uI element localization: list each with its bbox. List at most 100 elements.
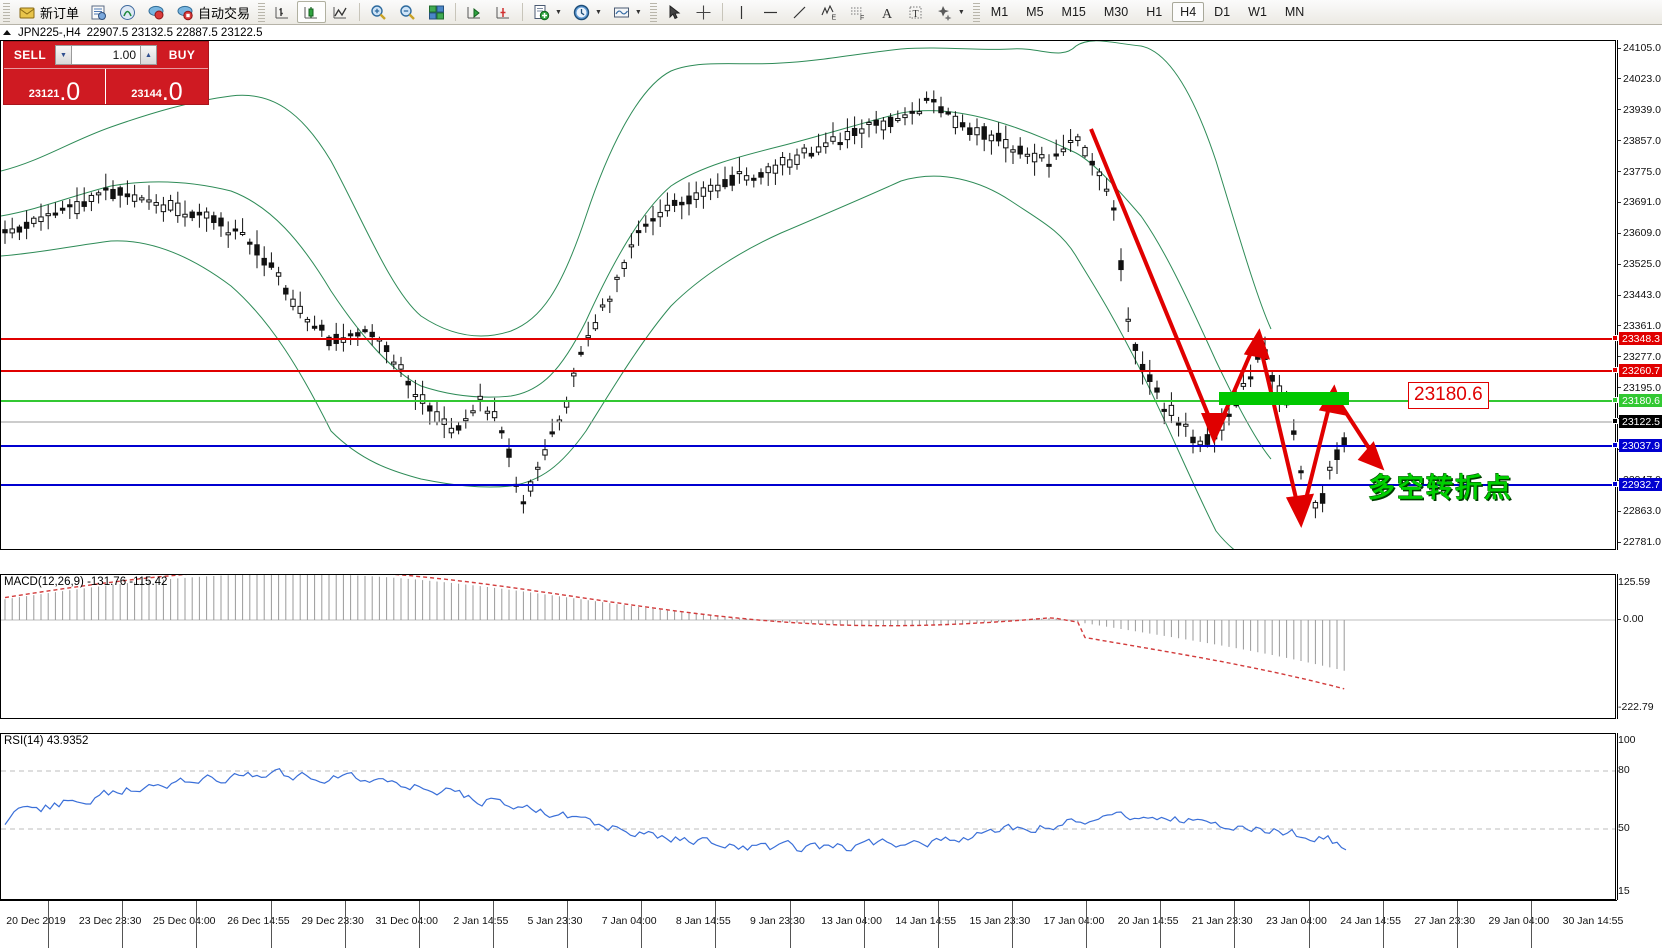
shapes-button[interactable]: ▼ — [930, 1, 970, 23]
timeframe-h1[interactable]: H1 — [1146, 5, 1163, 19]
chart-symbol-triangle-icon — [3, 30, 11, 35]
timeframe-m15[interactable]: M15 — [1061, 5, 1086, 19]
price-tag-support-line[interactable]: 23037.9 — [1619, 439, 1662, 452]
text-label-button[interactable]: T — [901, 1, 930, 23]
volume-increase-button[interactable]: ▲ — [140, 45, 157, 65]
fibonacci-button[interactable]: F — [843, 1, 872, 23]
macd-axis[interactable]: 125.59 0.00 -222.79 — [1617, 574, 1662, 719]
timeframe-m5[interactable]: M5 — [1026, 5, 1044, 19]
price-tag-handle[interactable] — [1612, 335, 1618, 341]
period-button[interactable]: ▼ — [567, 1, 607, 23]
price-tag-last-price[interactable]: 23122.5 — [1619, 415, 1662, 428]
chinese-annotation[interactable]: 多空转折点 — [1368, 473, 1513, 504]
toolbar-grip-4[interactable] — [972, 2, 980, 22]
timeframe-mn[interactable]: MN — [1284, 5, 1305, 19]
sell-price[interactable]: 23121 .0 — [4, 69, 106, 104]
buy-price[interactable]: 23144 .0 — [106, 69, 208, 104]
arrow-down-2-shaft — [1257, 340, 1301, 512]
one-click-trade-panel[interactable]: SELL ▼ 1.00 ▲ BUY 23121 .0 23144 .0 — [3, 41, 209, 105]
candlestick — [844, 118, 851, 149]
time-separator — [937, 901, 939, 948]
add-indicator-caret-icon[interactable]: ▼ — [555, 8, 562, 16]
time-separator — [1308, 901, 1310, 948]
candlestick — [189, 209, 195, 222]
bar-chart-icon — [275, 6, 289, 18]
timeframe-h4[interactable]: H4 — [1172, 2, 1205, 22]
candlestick — [45, 204, 51, 230]
price-tag-handle[interactable] — [1612, 418, 1618, 424]
candlestick — [131, 184, 138, 208]
templates-button[interactable]: ▼ — [607, 1, 647, 23]
toolbar-grip-3[interactable] — [649, 2, 657, 22]
time-separator — [270, 901, 272, 948]
price-tag-handle[interactable] — [1612, 481, 1618, 487]
timeframe-w1[interactable]: W1 — [1248, 5, 1267, 19]
zoom-in-button[interactable] — [364, 1, 393, 23]
templates-caret-icon[interactable]: ▼ — [634, 8, 642, 16]
price-tag-handle[interactable] — [1612, 367, 1618, 373]
chart-shift-button[interactable] — [489, 1, 518, 23]
text-button[interactable]: A — [872, 1, 901, 23]
period-caret-icon[interactable]: ▼ — [594, 8, 602, 16]
buy-button[interactable]: BUY — [168, 48, 196, 62]
auto-scroll-button[interactable] — [460, 1, 489, 23]
timeframe-d1[interactable]: D1 — [1214, 5, 1231, 19]
svg-text:F: F — [860, 15, 864, 22]
new-order-button[interactable]: 新订单 — [13, 1, 84, 23]
time-separator — [48, 901, 50, 948]
vertical-line-button[interactable] — [727, 1, 756, 23]
time-tick-label: 31 Dec 04:00 — [375, 915, 438, 927]
price-tag-pivot-line[interactable]: 23180.6 — [1619, 394, 1662, 407]
value-tick: 100 — [1618, 734, 1636, 746]
tile-windows-button[interactable] — [422, 1, 451, 23]
rsi-axis[interactable]: 100 80 50 15 — [1617, 733, 1662, 900]
candle-chart-button[interactable] — [297, 1, 327, 23]
toolbar-grip[interactable] — [3, 2, 10, 22]
horizontal-line-button[interactable] — [756, 1, 785, 23]
candlestick — [1291, 419, 1297, 441]
navigator-button[interactable] — [113, 1, 142, 23]
timeframe-m1[interactable]: M1 — [990, 5, 1009, 19]
timeframe-m30[interactable]: M30 — [1103, 5, 1129, 19]
candlestick — [635, 220, 642, 246]
bar-chart-button[interactable] — [268, 1, 297, 23]
templates-icon — [613, 7, 629, 17]
shapes-caret-icon[interactable]: ▼ — [957, 8, 965, 16]
analysis-arrows — [1089, 128, 1385, 529]
toolbar-grip-2[interactable] — [258, 2, 266, 22]
line-chart-button[interactable] — [326, 1, 355, 23]
metaeditor-button[interactable] — [84, 1, 113, 23]
price-chart-pane[interactable] — [0, 40, 1616, 550]
elliott-wave-button[interactable]: E — [814, 1, 843, 23]
signals-button[interactable] — [142, 1, 171, 23]
trendline-button[interactable] — [785, 1, 814, 23]
price-tag-resistance-line[interactable]: 23348.3 — [1619, 332, 1662, 345]
candlestick — [520, 494, 527, 514]
price-tag-resistance-line[interactable]: 23260.7 — [1619, 364, 1662, 377]
toolbar-separator-3 — [522, 3, 524, 21]
time-tick-label: 9 Jan 23:30 — [749, 915, 805, 927]
rsi-title: RSI(14) 43.9352 — [4, 735, 89, 747]
price-note-box[interactable]: 23180.6 — [1408, 382, 1489, 409]
time-tick-label: 13 Jan 04:00 — [821, 915, 882, 927]
crosshair-button[interactable] — [689, 1, 718, 23]
autotrading-button[interactable]: 自动交易 — [171, 1, 255, 23]
sell-button[interactable]: SELL — [13, 48, 47, 62]
candlestick — [578, 345, 584, 357]
candlestick — [729, 166, 735, 192]
volume-stepper[interactable]: ▼ 1.00 ▲ — [55, 45, 157, 65]
candlestick — [103, 173, 109, 201]
rsi-pane[interactable]: RSI(14) 43.9352 — [0, 733, 1616, 900]
cursor-button[interactable] — [660, 1, 689, 23]
price-axis[interactable]: 24105.0 24023.0 23939.0 23857.0 23775.0 23691… — [1612, 40, 1662, 550]
add-indicator-button[interactable]: ▼ — [527, 1, 567, 23]
time-axis[interactable]: 20 Dec 2019 23 Dec 23:30 25 Dec 04:00 26 De… — [0, 900, 1623, 948]
price-tag-support-line[interactable]: 22932.7 — [1619, 478, 1662, 491]
macd-pane[interactable]: MACD(12,26,9) -131.76 -115.42 — [0, 574, 1616, 719]
price-tag-handle[interactable] — [1612, 442, 1618, 448]
volume-input[interactable]: 1.00 — [72, 45, 140, 65]
zoom-out-button[interactable] — [393, 1, 422, 23]
price-tick: 22863.0 — [1618, 505, 1661, 517]
price-tag-handle[interactable] — [1612, 397, 1618, 403]
volume-decrease-button[interactable]: ▼ — [55, 45, 72, 65]
